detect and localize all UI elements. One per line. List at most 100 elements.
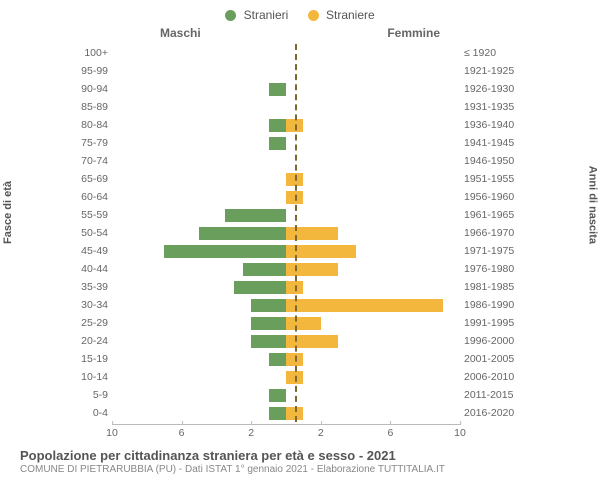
- bar-pair: [112, 242, 460, 260]
- male-half: [112, 152, 286, 170]
- bar-pair: [112, 314, 460, 332]
- x-tick: 6: [179, 425, 185, 439]
- birth-year-label: 2011-2015: [460, 389, 520, 401]
- center-divider: [295, 44, 297, 422]
- birth-year-label: 1931-1935: [460, 101, 520, 113]
- male-bar: [269, 137, 286, 150]
- female-half: [286, 62, 460, 80]
- age-label: 45-49: [70, 245, 112, 257]
- age-label: 35-39: [70, 281, 112, 293]
- x-tick: 10: [454, 425, 466, 439]
- male-half: [112, 98, 286, 116]
- y-axis-title-left: Fasce di età: [2, 181, 14, 244]
- birth-year-label: 2016-2020: [460, 407, 520, 419]
- bar-pair: [112, 170, 460, 188]
- age-label: 90-94: [70, 83, 112, 95]
- age-label: 100+: [70, 47, 112, 59]
- female-half: [286, 386, 460, 404]
- female-half: [286, 260, 460, 278]
- female-bar: [286, 263, 338, 276]
- bar-pair: [112, 62, 460, 80]
- male-half: [112, 224, 286, 242]
- legend-swatch-male: [225, 10, 236, 21]
- female-half: [286, 350, 460, 368]
- birth-year-label: 1946-1950: [460, 155, 520, 167]
- bar-pair: [112, 152, 460, 170]
- female-half: [286, 278, 460, 296]
- male-half: [112, 188, 286, 206]
- x-tick: 2: [318, 425, 324, 439]
- male-half: [112, 206, 286, 224]
- female-half: [286, 296, 460, 314]
- legend-label-male: Stranieri: [244, 8, 289, 22]
- age-label: 20-24: [70, 335, 112, 347]
- male-bar: [269, 119, 286, 132]
- male-bar: [269, 353, 286, 366]
- female-half: [286, 152, 460, 170]
- male-half: [112, 44, 286, 62]
- x-tick: 10: [106, 425, 118, 439]
- birth-year-label: 1936-1940: [460, 119, 520, 131]
- male-half: [112, 278, 286, 296]
- age-label: 80-84: [70, 119, 112, 131]
- age-label: 85-89: [70, 101, 112, 113]
- chart-title: Popolazione per cittadinanza straniera p…: [20, 448, 580, 463]
- male-bar: [234, 281, 286, 294]
- bar-pair: [112, 278, 460, 296]
- male-bar: [199, 227, 286, 240]
- legend-swatch-female: [308, 10, 319, 21]
- male-half: [112, 368, 286, 386]
- female-half: [286, 44, 460, 62]
- male-bar: [251, 317, 286, 330]
- female-bar: [286, 317, 321, 330]
- legend-item-female: Straniere: [308, 8, 375, 22]
- legend: Stranieri Straniere: [10, 8, 590, 22]
- age-label: 70-74: [70, 155, 112, 167]
- male-half: [112, 386, 286, 404]
- male-bar: [251, 299, 286, 312]
- female-half: [286, 206, 460, 224]
- side-title-female: Femmine: [387, 26, 440, 40]
- bar-pair: [112, 386, 460, 404]
- birth-year-label: 1961-1965: [460, 209, 520, 221]
- population-pyramid-chart: Stranieri Straniere Maschi Femmine Fasce…: [0, 0, 600, 500]
- pyramid-rows: 100+≤ 192095-991921-192590-941926-193085…: [70, 44, 520, 422]
- birth-year-label: 1921-1925: [460, 65, 520, 77]
- female-half: [286, 188, 460, 206]
- age-label: 0-4: [70, 407, 112, 419]
- birth-year-label: 1956-1960: [460, 191, 520, 203]
- birth-year-label: 1926-1930: [460, 83, 520, 95]
- female-half: [286, 80, 460, 98]
- birth-year-label: 1986-1990: [460, 299, 520, 311]
- female-half: [286, 224, 460, 242]
- bar-pair: [112, 404, 460, 422]
- birth-year-label: 1991-1995: [460, 317, 520, 329]
- bar-pair: [112, 206, 460, 224]
- y-axis-title-right: Anni di nascita: [586, 166, 598, 244]
- male-bar: [243, 263, 287, 276]
- side-titles: Maschi Femmine: [10, 26, 590, 42]
- female-half: [286, 368, 460, 386]
- female-half: [286, 242, 460, 260]
- x-axis: 10622610: [112, 424, 460, 442]
- male-half: [112, 350, 286, 368]
- age-label: 40-44: [70, 263, 112, 275]
- age-label: 25-29: [70, 317, 112, 329]
- bar-pair: [112, 188, 460, 206]
- age-label: 5-9: [70, 389, 112, 401]
- male-half: [112, 296, 286, 314]
- male-half: [112, 116, 286, 134]
- female-half: [286, 404, 460, 422]
- female-half: [286, 170, 460, 188]
- male-bar: [269, 407, 286, 420]
- bar-pair: [112, 368, 460, 386]
- chart-footer: Popolazione per cittadinanza straniera p…: [10, 444, 590, 475]
- birth-year-label: 2006-2010: [460, 371, 520, 383]
- bar-pair: [112, 98, 460, 116]
- age-label: 10-14: [70, 371, 112, 383]
- birth-year-label: 1976-1980: [460, 263, 520, 275]
- male-half: [112, 404, 286, 422]
- age-label: 95-99: [70, 65, 112, 77]
- bar-pair: [112, 224, 460, 242]
- birth-year-label: 1941-1945: [460, 137, 520, 149]
